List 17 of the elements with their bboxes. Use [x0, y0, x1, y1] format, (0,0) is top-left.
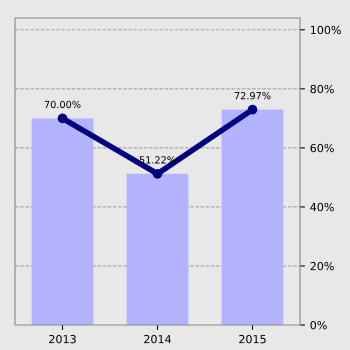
data-label: 70.00% [44, 100, 80, 108]
x-tick-label: 2013 [49, 334, 76, 344]
data-label: 72.97% [234, 92, 270, 100]
point [248, 104, 258, 114]
y-tick-label: 0% [310, 320, 327, 330]
bar [32, 118, 94, 325]
y-tick-label: 20% [310, 262, 334, 270]
y-tick-label: 100% [310, 26, 341, 34]
point [58, 114, 68, 124]
y-tick-label: 40% [310, 202, 334, 212]
y-tick-label: 60% [310, 144, 334, 152]
data-label: 51.22% [140, 156, 176, 164]
y-tick-label: 80% [310, 84, 334, 94]
x-tick-label: 2015 [239, 334, 266, 344]
point [152, 168, 162, 179]
bar [222, 110, 284, 325]
x-tick-label: 2014 [144, 334, 172, 344]
